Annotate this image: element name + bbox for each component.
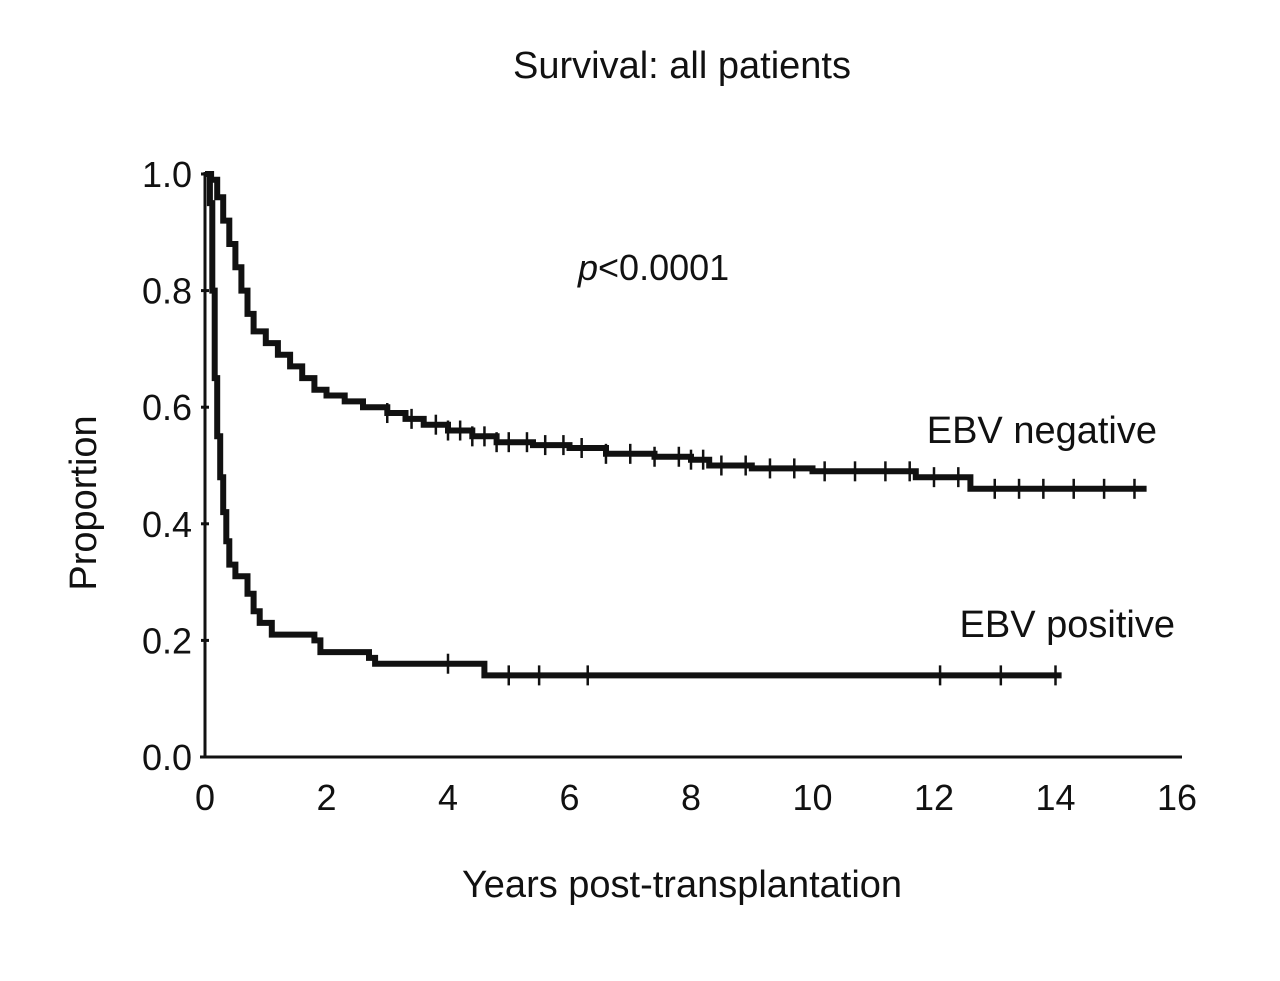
survival-curve-ebv-negative <box>205 171 1147 492</box>
y-tick-label: 0.4 <box>142 504 192 545</box>
survival-curves <box>205 171 1147 686</box>
p-value-annotation: p<0.0001 <box>577 247 729 288</box>
y-tick-label: 1.0 <box>142 154 192 195</box>
p-value-text: <0.0001 <box>598 247 729 288</box>
series-label-ebv-positive: EBV positive <box>960 604 1175 646</box>
y-axis-label: Proportion <box>63 415 105 590</box>
p-value-symbol: p <box>577 247 598 288</box>
x-tick-label: 10 <box>792 777 832 818</box>
x-tick-label: 14 <box>1035 777 1075 818</box>
y-tick-label: 0.0 <box>142 737 192 778</box>
x-tick-label: 16 <box>1157 777 1197 818</box>
x-tick-label: 4 <box>438 777 458 818</box>
series-label-ebv-negative: EBV negative <box>927 410 1157 452</box>
series-ebv-negative <box>205 171 1147 499</box>
y-tick-label: 0.6 <box>142 387 192 428</box>
x-tick-label: 2 <box>316 777 336 818</box>
y-ticks: 0.0 0.2 0.4 0.6 0.8 1.0 <box>142 154 209 778</box>
x-tick-label: 0 <box>195 777 215 818</box>
x-axis-label: Years post-transplantation <box>462 864 902 906</box>
x-tick-label: 12 <box>914 777 954 818</box>
x-tick-label: 6 <box>559 777 579 818</box>
y-tick-label: 0.2 <box>142 620 192 661</box>
x-ticks: 0 2 4 6 8 10 12 14 16 <box>195 755 1197 818</box>
y-tick-label: 0.8 <box>142 271 192 312</box>
series-ebv-positive <box>205 171 1062 686</box>
x-tick-label: 8 <box>681 777 701 818</box>
survival-curve-ebv-positive <box>205 171 1062 679</box>
chart-title: Survival: all patients <box>513 45 851 87</box>
